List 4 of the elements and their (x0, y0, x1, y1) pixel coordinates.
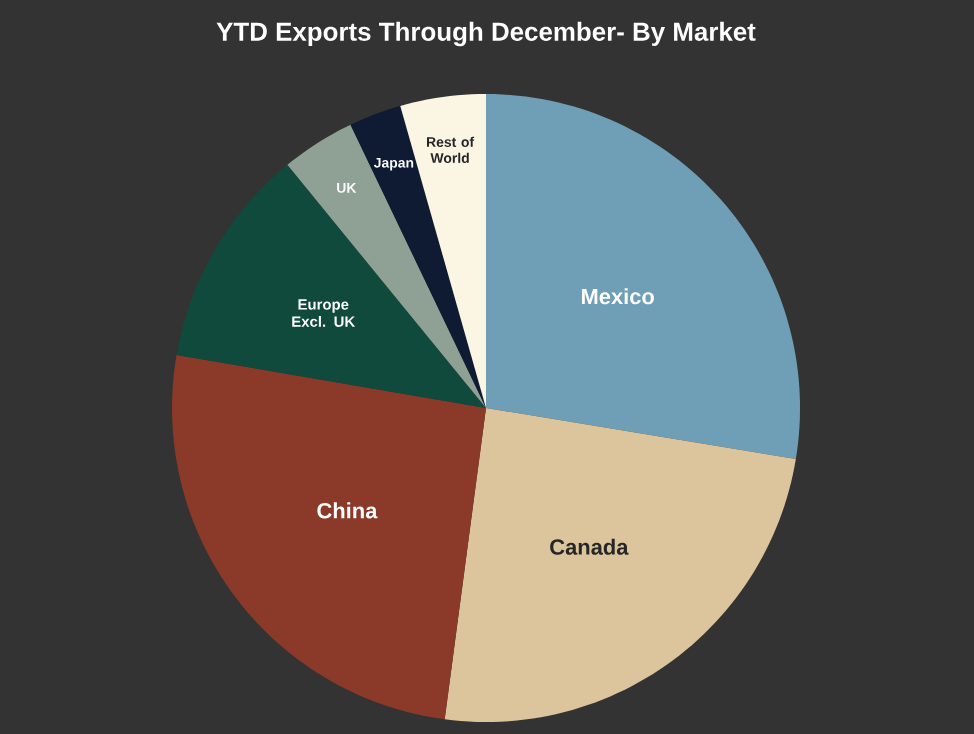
slice-label: Mexico (581, 288, 654, 305)
chart-title: YTD Exports Through December- By Market (216, 21, 756, 47)
slice-label: Canada (550, 538, 629, 555)
slice-label: China (317, 502, 378, 519)
